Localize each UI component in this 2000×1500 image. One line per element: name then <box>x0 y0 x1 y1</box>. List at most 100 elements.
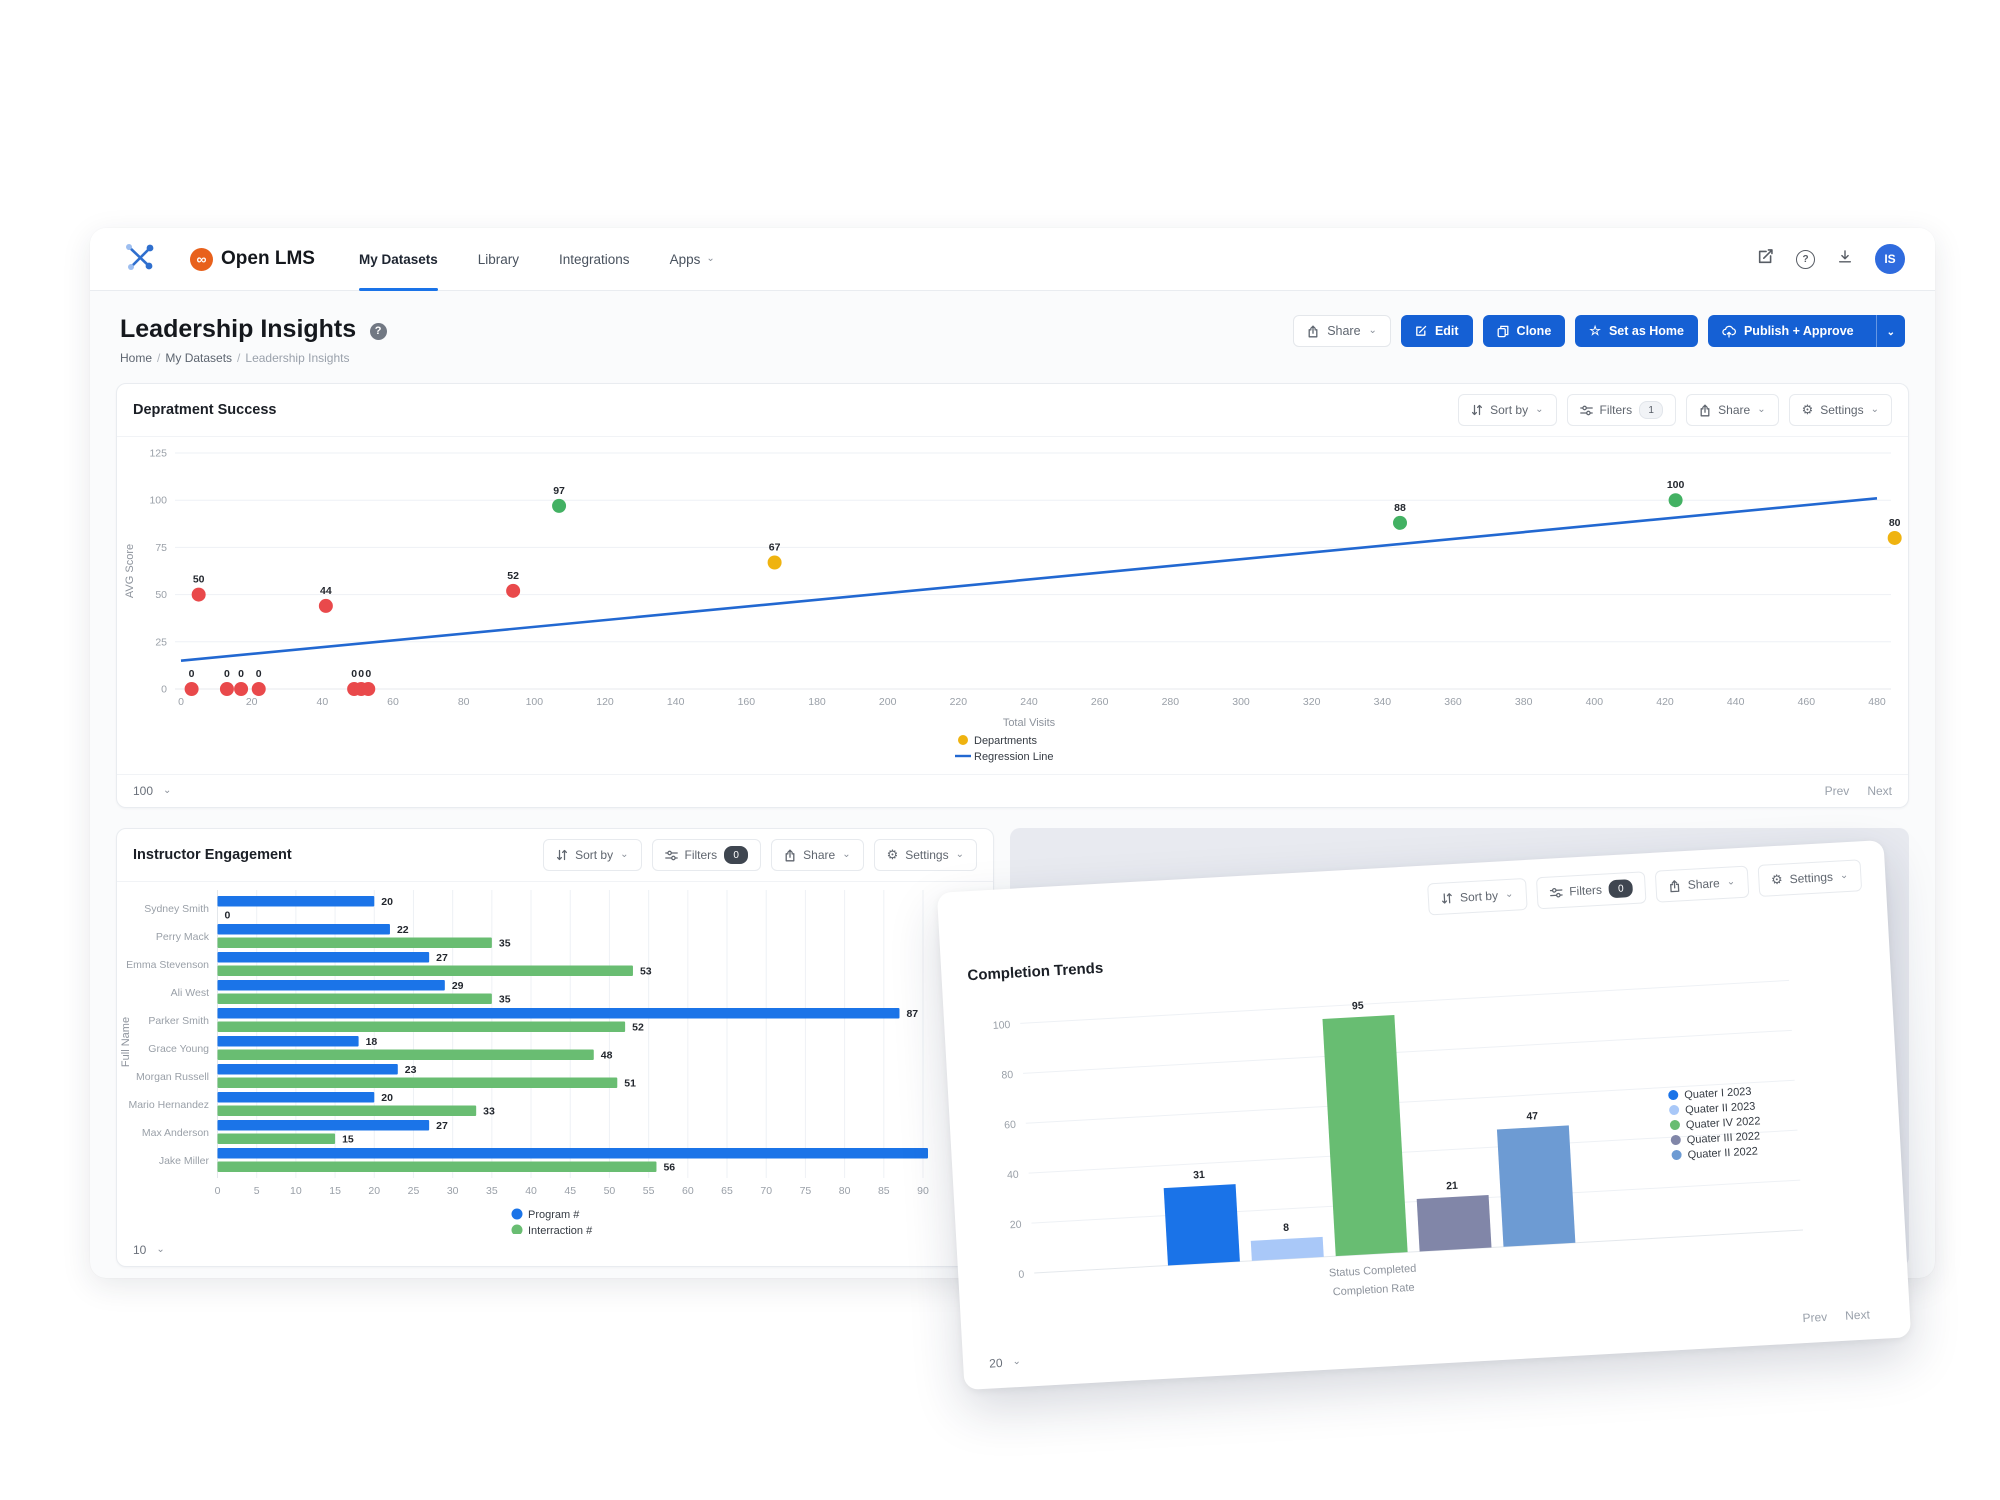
nav-item-label: My Datasets <box>358 251 438 267</box>
x-tick-label: 15 <box>329 1185 341 1197</box>
bar <box>217 1120 430 1131</box>
page-size-value: 100 <box>133 784 154 798</box>
main-nav: My Datasets Library Integrations Apps ⌄ <box>358 228 715 291</box>
bar-value-label: 23 <box>405 1064 417 1076</box>
bar-value-label: 47 <box>1526 1110 1538 1123</box>
bar-value-label: 27 <box>436 952 448 964</box>
publish-dropdown-button[interactable]: ⌄ <box>1875 315 1905 347</box>
bar <box>217 993 492 1004</box>
top-navigation-bar: ∞ Open LMS My Datasets Library Integration… <box>90 228 1935 291</box>
settings-button[interactable]: ⚙ Settings ⌄ <box>1788 394 1892 426</box>
share-icon <box>1670 879 1680 892</box>
page-size-select[interactable]: 20 ⌄ <box>989 1355 1021 1371</box>
prev-button[interactable]: Prev <box>1824 784 1850 798</box>
compose-icon[interactable] <box>1757 248 1774 270</box>
publish-approve-button[interactable]: Publish + Approve ⌄ <box>1707 315 1905 347</box>
filters-button[interactable]: Filters 1 <box>1566 394 1677 426</box>
avatar[interactable]: IS <box>1875 244 1905 274</box>
scatter-point <box>1887 530 1902 545</box>
x-tick-label: 160 <box>738 696 756 708</box>
x-tick-label: 260 <box>1091 696 1109 708</box>
x-tick-label: 440 <box>1727 696 1745 708</box>
button-label: Filters <box>1568 882 1603 899</box>
x-tick-label: 180 <box>808 696 826 708</box>
next-button[interactable]: Next <box>1844 1307 1871 1323</box>
openlms-logo-icon: ∞ <box>190 247 213 271</box>
row-label: Perry Mack <box>156 931 210 943</box>
nav-item-my-datasets[interactable]: My Datasets <box>358 228 438 291</box>
prev-button[interactable]: Prev <box>1802 1309 1828 1326</box>
sort-by-button[interactable]: Sort by ⌄ <box>1427 877 1528 916</box>
point-value-label: 97 <box>553 485 565 497</box>
share-button[interactable]: Share ⌄ <box>1654 865 1749 903</box>
scatter-point <box>191 587 206 602</box>
group-label: Completion Rate <box>1332 1282 1414 1299</box>
button-label: Clone <box>1516 324 1552 338</box>
bar <box>217 952 430 963</box>
breadcrumb-item[interactable]: My Datasets <box>165 351 233 365</box>
x-tick-label: 35 <box>486 1185 498 1197</box>
point-value-label: 0 <box>358 668 364 680</box>
filters-button[interactable]: Filters 0 <box>651 839 762 871</box>
settings-button[interactable]: ⚙ Settings ⌄ <box>1757 859 1863 897</box>
x-tick-label: 240 <box>1020 696 1038 708</box>
topbar-actions: ? IS <box>1757 244 1905 274</box>
nav-item-library[interactable]: Library <box>478 228 519 290</box>
chart-footer: 20 ⌄ Prev Next <box>989 1307 1870 1370</box>
sort-arrows-icon <box>1442 893 1452 904</box>
share-button[interactable]: Share ⌄ <box>1293 315 1391 347</box>
page-size-select[interactable]: 100 ⌄ <box>133 784 171 798</box>
chart-footer: 100 ⌄ Prev Next <box>117 774 1908 807</box>
next-button[interactable]: Next <box>1867 784 1892 798</box>
help-icon[interactable]: ? <box>1796 249 1815 269</box>
sort-by-button[interactable]: Sort by ⌄ <box>1458 394 1557 426</box>
breadcrumb: Home / My Datasets / Leadership Insights <box>120 351 387 365</box>
crossed-tools-logo-icon <box>120 240 160 279</box>
title-row: Leadership Insights ? Home / My Datasets / L… <box>116 315 1909 365</box>
filters-button[interactable]: Filters 0 <box>1535 871 1647 910</box>
bar-value-label: 56 <box>663 1162 675 1174</box>
settings-button[interactable]: ⚙ Settings ⌄ <box>873 839 977 871</box>
sort-by-button[interactable]: Sort by ⌄ <box>543 839 642 871</box>
share-button[interactable]: Share ⌄ <box>1686 394 1779 426</box>
clone-button[interactable]: Clone <box>1482 315 1566 347</box>
legend-dot <box>1668 1090 1679 1101</box>
point-value-label: 100 <box>1667 479 1685 491</box>
department-success-header: Depratment Success Sort by ⌄ Filters 1 Share… <box>117 384 1908 437</box>
set-as-home-button[interactable]: ☆ Set as Home <box>1575 315 1698 347</box>
button-label: Filters <box>1599 403 1633 417</box>
filters-count-badge: 0 <box>724 846 749 864</box>
filters-count-badge: 1 <box>1639 401 1664 419</box>
button-label: Settings <box>1820 403 1864 417</box>
scatter-point <box>251 682 266 696</box>
button-label: Settings <box>905 848 949 862</box>
x-tick-label: 400 <box>1586 696 1604 708</box>
point-value-label: 0 <box>224 668 230 680</box>
bar-value-label: 52 <box>632 1022 644 1034</box>
download-icon[interactable] <box>1837 249 1853 270</box>
edit-icon <box>1416 325 1427 336</box>
title-help-icon[interactable]: ? <box>369 322 387 340</box>
nav-item-label: Apps <box>669 251 701 267</box>
button-label: Sort by <box>1459 888 1499 905</box>
completion-trends-card: Sort by ⌄ Filters 0 Share ⌄ ⚙ Settings ⌄ Complet… <box>936 839 1912 1391</box>
bar-value-label: 22 <box>397 924 409 936</box>
bar-value-label: 15 <box>342 1134 354 1146</box>
x-tick-label: 0 <box>215 1185 221 1197</box>
y-tick-label: 60 <box>1004 1119 1016 1132</box>
nav-item-integrations[interactable]: Integrations <box>559 228 630 290</box>
bar-value-label: 31 <box>1193 1169 1205 1182</box>
chevron-down-icon: ⌄ <box>156 1244 165 1255</box>
bar <box>1496 1125 1576 1247</box>
filter-sliders-icon <box>1579 405 1593 415</box>
button-label: Settings <box>1789 869 1834 887</box>
edit-button[interactable]: Edit <box>1400 315 1473 347</box>
breadcrumb-item[interactable]: Home <box>120 351 153 365</box>
share-button[interactable]: Share ⌄ <box>771 839 864 871</box>
nav-item-apps[interactable]: Apps ⌄ <box>670 228 715 290</box>
bar <box>217 1105 477 1116</box>
page-size-select[interactable]: 10 ⌄ <box>133 1243 165 1257</box>
bar <box>1163 1184 1240 1266</box>
chart-footer: 10 ⌄ <box>117 1234 993 1266</box>
x-tick-label: 50 <box>604 1185 616 1197</box>
